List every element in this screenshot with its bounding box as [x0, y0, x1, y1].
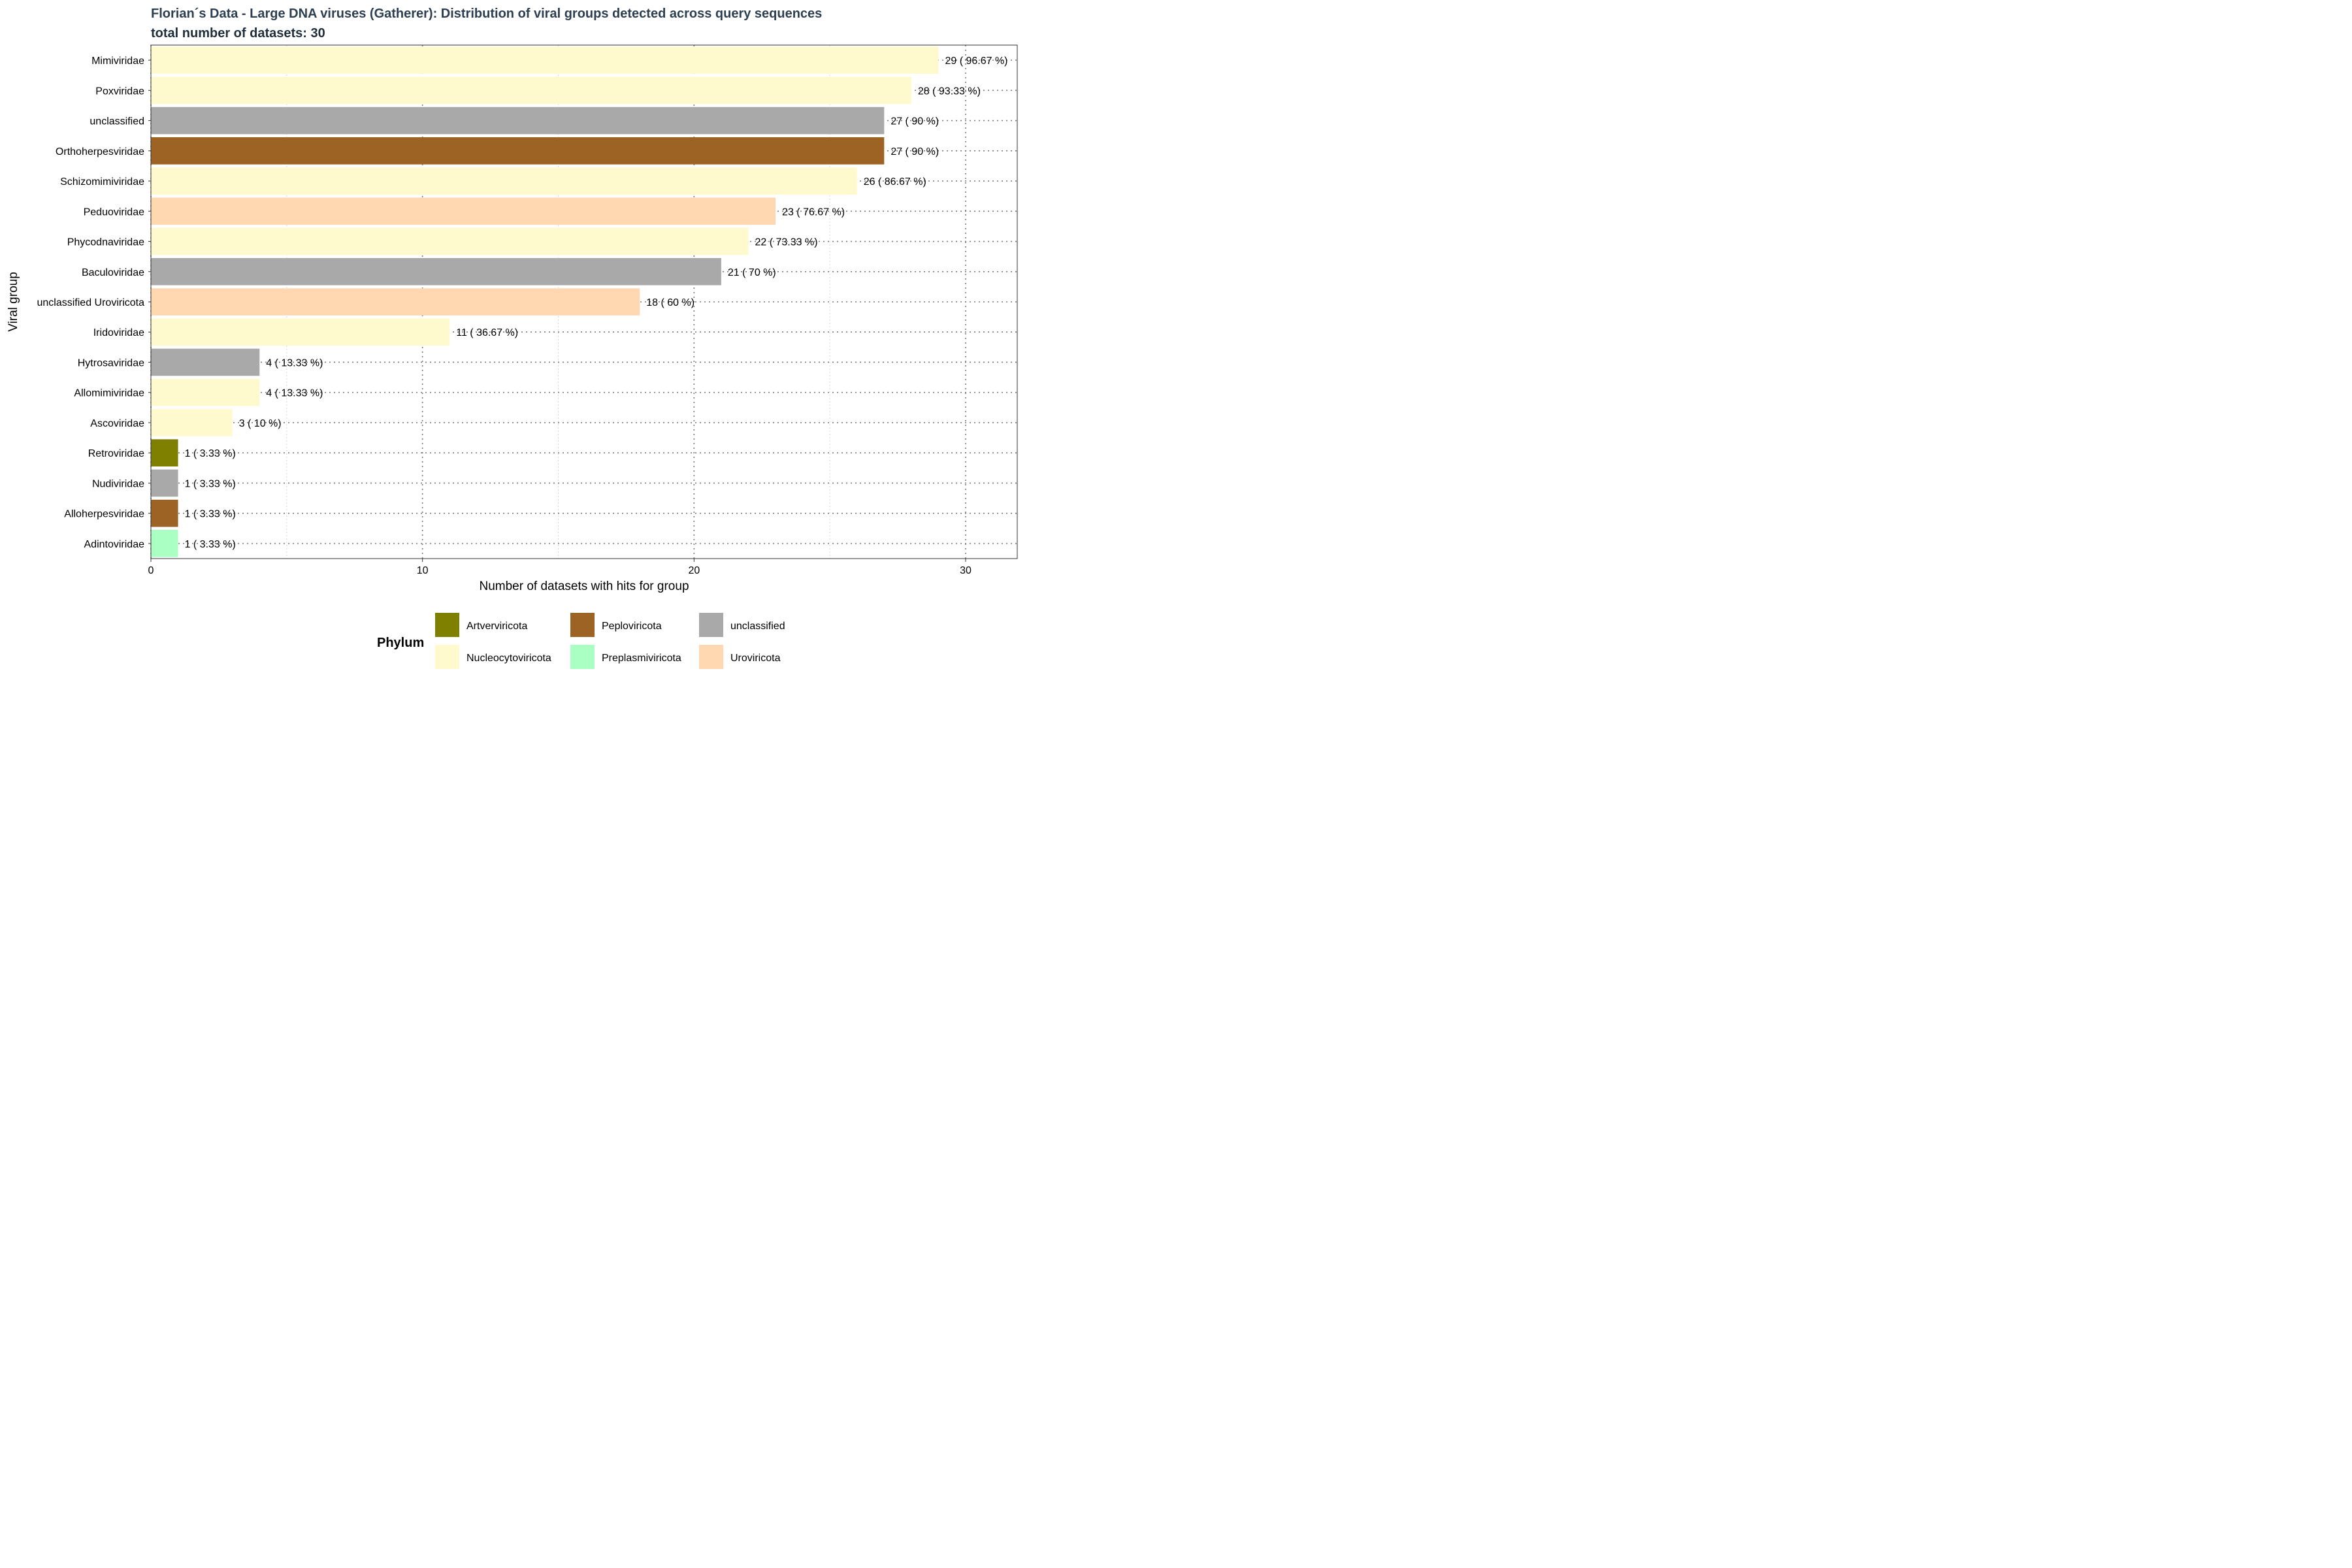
legend-label: Preplasmiviricota	[602, 653, 681, 664]
bar-value-label: 23 ( 76.67 %)	[782, 206, 845, 218]
bar-value-label: 4 ( 13.33 %)	[266, 357, 323, 368]
bar-value-label: 27 ( 90 %)	[890, 116, 939, 127]
bar	[151, 530, 178, 557]
y-tick-label: Mimiviridae	[91, 56, 144, 67]
chart-subtitle: total number of datasets: 30	[151, 26, 325, 41]
y-tick-label: Orthoherpesviridae	[56, 146, 144, 157]
y-tick-label: Peduoviridae	[84, 206, 145, 218]
x-tick-label: 10	[417, 565, 429, 576]
legend-swatch	[699, 613, 723, 637]
bar-value-label: 4 ( 13.33 %)	[266, 388, 323, 399]
bar-value-label: 1 ( 3.33 %)	[185, 539, 236, 550]
bar	[151, 106, 885, 135]
bar-value-label: 1 ( 3.33 %)	[185, 478, 236, 489]
bar-labels: 29 ( 96.67 %) 28 ( 93.33 %) 27 ( 90 %) 27 (…	[185, 56, 1008, 550]
y-tick-label: Alloherpesviridae	[64, 509, 144, 520]
legend-label: Nucleocytoviricota	[466, 653, 551, 664]
x-axis-ticks: 0 10 20 30	[148, 559, 972, 576]
bar-value-label: 11 ( 36.67 %)	[456, 327, 518, 338]
bar-value-label: 21 ( 70 %)	[728, 267, 776, 278]
y-tick-label: Retroviridae	[88, 448, 144, 459]
bar	[151, 46, 939, 74]
x-tick-label: 20	[688, 565, 700, 576]
x-tick-label: 0	[148, 565, 154, 576]
legend-label: unclassified	[730, 621, 785, 632]
legend-label: Artverviricota	[466, 621, 527, 632]
x-axis-label: Number of datasets with hits for group	[479, 580, 689, 593]
legend-swatch	[435, 645, 459, 669]
x-tick-label: 30	[960, 565, 972, 576]
chart: Florian´s Data - Large DNA viruses (Gath…	[0, 0, 1022, 683]
bar	[151, 197, 776, 225]
bar-value-label: 28 ( 93.33 %)	[918, 86, 981, 97]
legend-swatch	[699, 645, 723, 669]
bar	[151, 409, 233, 436]
y-tick-label: Schizomimiviridae	[60, 176, 144, 188]
y-tick-label: Nudiviridae	[92, 478, 144, 489]
bar	[151, 499, 178, 527]
bar	[151, 348, 260, 376]
y-tick-label: Adintoviridae	[84, 539, 145, 550]
legend-label: Uroviricota	[730, 653, 781, 664]
bar	[151, 167, 857, 195]
bar	[151, 137, 885, 165]
legend-swatch	[435, 613, 459, 637]
bar	[151, 257, 721, 286]
bar-value-label: 27 ( 90 %)	[890, 146, 939, 157]
legend-label: Peploviricota	[602, 621, 662, 632]
bar	[151, 227, 749, 255]
bar-value-label: 29 ( 96.67 %)	[945, 56, 1007, 67]
bar-value-label: 18 ( 60 %)	[646, 297, 694, 308]
legend-title: Phylum	[377, 636, 424, 650]
bar	[151, 288, 640, 316]
bar	[151, 318, 450, 346]
y-tick-label: Hytrosaviridae	[78, 357, 144, 368]
y-tick-label: Poxviridae	[95, 86, 144, 97]
bar-value-label: 22 ( 73.33 %)	[755, 237, 817, 248]
bars	[151, 46, 939, 557]
y-tick-label: Phycodnaviridae	[67, 237, 144, 248]
bar	[151, 469, 178, 497]
bar-value-label: 3 ( 10 %)	[239, 418, 282, 429]
bar	[151, 76, 911, 105]
legend-swatch	[570, 645, 595, 669]
bar	[151, 439, 178, 466]
y-tick-label: Allomimiviridae	[74, 388, 144, 399]
y-axis-ticks: Mimiviridae Poxviridae unclassified Orthohe…	[37, 56, 151, 550]
chart-title: Florian´s Data - Large DNA viruses (Gath…	[151, 7, 822, 21]
y-tick-label: unclassified Uroviricota	[37, 297, 144, 308]
bar-value-label: 26 ( 86.67 %)	[864, 176, 926, 188]
bar	[151, 378, 260, 406]
y-tick-label: unclassified	[90, 116, 144, 127]
bar-value-label: 1 ( 3.33 %)	[185, 448, 236, 459]
y-tick-label: Iridoviridae	[93, 327, 144, 338]
bar-value-label: 1 ( 3.33 %)	[185, 509, 236, 520]
y-tick-label: Ascoviridae	[90, 418, 144, 429]
legend-swatch	[570, 613, 595, 637]
y-axis-label: Viral group	[7, 272, 20, 332]
legend: Artverviricota Nucleocytoviricota Peplovir…	[435, 613, 785, 669]
y-tick-label: Baculoviridae	[82, 267, 144, 278]
